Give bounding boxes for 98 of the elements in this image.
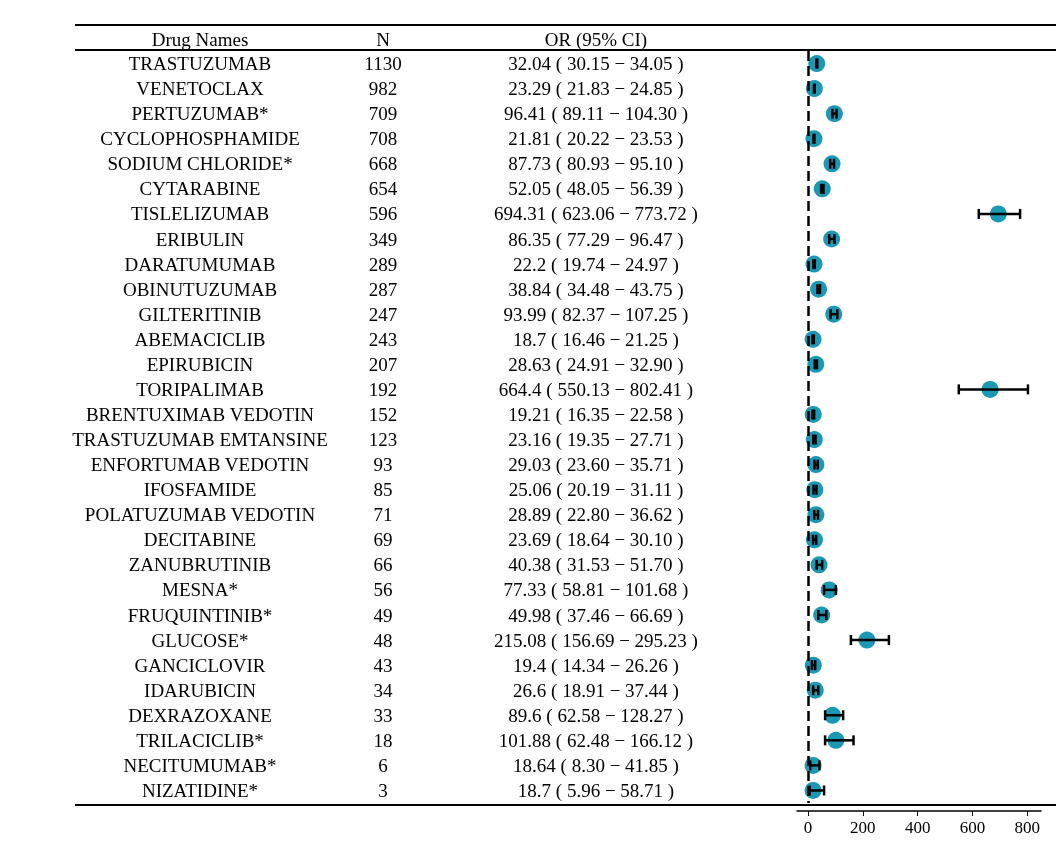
text: 982: [368, 78, 398, 100]
category-label: DARATUMUMAB: [124, 253, 276, 275]
text: 49: [373, 604, 393, 626]
text: 25.06 ( 20.19 − 31.11 ): [508, 479, 684, 502]
text: 34: [373, 679, 393, 701]
category-label: FRUQUINTINIB*: [127, 604, 273, 626]
text: 18.7 ( 5.96 − 58.71 ): [517, 779, 675, 802]
text: 87.73 ( 80.93 − 95.10 ): [508, 153, 684, 176]
category-label: TRILACICLIB*: [136, 729, 264, 751]
text: 38.84 ( 34.48 − 43.75 ): [508, 278, 684, 301]
text: 22.2 ( 19.74 − 24.97 ): [513, 253, 679, 276]
category-label: CYTARABINE: [139, 178, 261, 200]
category-label: MESNA*: [161, 579, 239, 601]
category-label: GILTERITINIB: [138, 303, 262, 325]
category-label: BRENTUXIMAB VEDOTIN: [85, 403, 315, 425]
text: 596: [368, 203, 398, 225]
category-label: TORIPALIMAB: [136, 378, 264, 400]
text: 23.16 ( 19.35 − 27.71 ): [508, 429, 684, 452]
text: Drug Names: [151, 28, 249, 50]
text: 96.41 ( 89.11 − 104.30 ): [503, 103, 689, 126]
text: 43: [373, 654, 393, 676]
text: 40.38 ( 31.53 − 51.70 ): [508, 554, 684, 577]
x-tick-label: 400: [904, 818, 931, 837]
category-label: SODIUM CHLORIDE*: [107, 153, 293, 175]
text: 192: [368, 378, 398, 400]
text: 19.21 ( 16.35 − 22.58 ): [508, 403, 684, 426]
text: 123: [368, 429, 398, 451]
text: 23.69 ( 18.64 − 30.10 ): [508, 529, 684, 552]
text: 215.08 ( 156.69 − 295.23 ): [494, 629, 698, 652]
category-label: GLUCOSE*: [151, 629, 249, 651]
text: 93: [373, 454, 393, 476]
text: 152: [368, 403, 398, 425]
category-label: TISLELIZUMAB: [130, 203, 270, 225]
text: 6: [378, 754, 388, 776]
text: 23.29 ( 21.83 − 24.85 ): [508, 78, 684, 101]
text: 71: [373, 504, 393, 526]
category-label: PERTUZUMAB*: [131, 103, 269, 125]
category-label: VENETOCLAX: [136, 78, 264, 100]
text: 708: [368, 128, 398, 150]
text: 48: [373, 629, 393, 651]
category-label: TRASTUZUMAB EMTANSINE: [72, 429, 328, 451]
text: 21.81 ( 20.22 − 23.53 ): [508, 128, 684, 151]
category-label: OBINUTUZUMAB: [122, 278, 278, 300]
text: 3: [378, 779, 388, 801]
text: 18: [373, 729, 393, 751]
text: 33: [373, 704, 393, 726]
text: N: [376, 28, 391, 50]
category-label: POLATUZUMAB VEDOTIN: [84, 504, 316, 526]
text: 28.63 ( 24.91 − 32.90 ): [508, 353, 684, 376]
category-label: ABEMACICLIB: [134, 328, 266, 350]
text: 668: [368, 153, 398, 175]
category-label: GANCICLOVIR: [134, 654, 266, 676]
text: 287: [368, 278, 398, 300]
text: 69: [373, 529, 393, 551]
category-label: TRASTUZUMAB: [128, 53, 272, 75]
category-label: EPIRUBICIN: [146, 353, 254, 375]
text: 18.7 ( 16.46 − 21.25 ): [513, 328, 679, 351]
text: OR (95% CI): [544, 28, 648, 51]
text: 243: [368, 328, 398, 350]
text: 654: [368, 178, 398, 200]
text: 207: [368, 353, 398, 375]
text: 66: [373, 554, 393, 576]
text: 18.64 ( 8.30 − 41.85 ): [513, 754, 679, 777]
category-label: NIZATIDINE*: [141, 779, 259, 801]
text: 19.4 ( 14.34 − 26.26 ): [513, 654, 679, 677]
text: 28.89 ( 22.80 − 36.62 ): [508, 504, 684, 527]
category-label: ZANUBRUTINIB: [128, 554, 272, 576]
text: 694.31 ( 623.06 − 773.72 ): [494, 203, 698, 226]
text: 89.6 ( 62.58 − 128.27 ): [508, 704, 684, 727]
text: 77.33 ( 58.81 − 101.68 ): [503, 579, 689, 602]
text: 49.98 ( 37.46 − 66.69 ): [508, 604, 684, 627]
x-tick-label: 0: [803, 818, 813, 837]
text: 56: [373, 579, 393, 601]
text: 1130: [364, 53, 402, 75]
text: 709: [368, 103, 398, 125]
x-tick-label: 600: [959, 818, 986, 837]
x-tick-label: 200: [850, 818, 876, 837]
text: 26.6 ( 18.91 − 37.44 ): [513, 679, 679, 702]
category-label: CYCLOPHOSPHAMIDE: [100, 128, 300, 150]
text: 289: [368, 253, 398, 275]
text: 349: [368, 228, 398, 250]
text: 52.05 ( 48.05 − 56.39 ): [508, 178, 684, 201]
text: 29.03 ( 23.60 − 35.71 ): [508, 454, 684, 477]
text: 85: [373, 479, 393, 501]
text: 247: [368, 303, 398, 325]
category-label: DEXRAZOXANE: [128, 704, 272, 726]
text: 32.04 ( 30.15 − 34.05 ): [508, 53, 684, 76]
text: 93.99 ( 82.37 − 107.25 ): [503, 303, 689, 326]
category-label: IDARUBICIN: [144, 679, 256, 701]
category-label: ERIBULIN: [155, 228, 245, 250]
x-tick-label: 800: [1014, 818, 1041, 837]
category-label: DECITABINE: [143, 529, 257, 551]
text: 664.4 ( 550.13 − 802.41 ): [498, 378, 694, 401]
category-label: NECITUMUMAB*: [123, 754, 277, 776]
category-label: IFOSFAMIDE: [143, 479, 257, 501]
category-label: ENFORTUMAB VEDOTIN: [90, 454, 310, 476]
text: 86.35 ( 77.29 − 96.47 ): [508, 228, 684, 251]
text: 101.88 ( 62.48 − 166.12 ): [498, 729, 694, 752]
